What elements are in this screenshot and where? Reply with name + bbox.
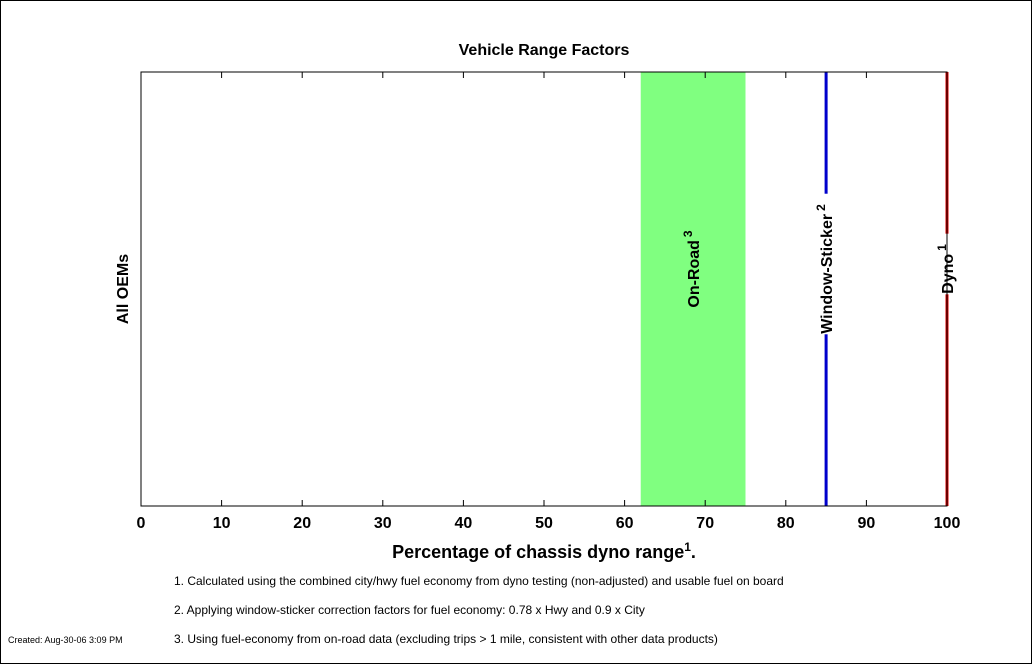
- x-tick-label: 90: [858, 515, 876, 532]
- x-axis-label: Percentage of chassis dyno range1.: [392, 540, 696, 562]
- window-sticker-label-text: Window-Sticker: [819, 214, 836, 334]
- on-road-band: [640, 72, 746, 506]
- x-tick-label: 20: [293, 515, 311, 532]
- x-tick-label: 40: [455, 515, 473, 532]
- y-axis-label: All OEMs: [115, 254, 132, 324]
- plot-area: [141, 72, 947, 506]
- footnote-3: 3. Using fuel-economy from on-road data …: [174, 632, 718, 646]
- footnote-1: 1. Calculated using the combined city/hw…: [174, 574, 784, 588]
- window-sticker-label: Window-Sticker 2: [814, 204, 836, 334]
- x-tick-label: 70: [696, 515, 714, 532]
- x-tick-label: 100: [934, 515, 961, 532]
- dyno-label-superscript: 1: [935, 244, 949, 251]
- x-tick-label: 30: [374, 515, 392, 532]
- footnote-2: 2. Applying window-sticker correction fa…: [174, 603, 645, 617]
- on-road-label: On-Road 3: [681, 230, 703, 308]
- x-axis-label-suffix: .: [691, 542, 696, 562]
- window-sticker-label-superscript: 2: [814, 204, 828, 211]
- x-tick-label: 60: [616, 515, 634, 532]
- created-timestamp: Created: Aug-30-06 3:09 PM: [8, 635, 123, 645]
- on-road-label-text: On-Road: [686, 240, 703, 308]
- dyno-label: Dyno 1: [935, 244, 957, 294]
- x-tick-label: 50: [535, 515, 553, 532]
- chart-title: Vehicle Range Factors: [459, 42, 630, 59]
- x-axis-label-superscript: 1: [684, 540, 691, 554]
- window-sticker-label-gap: [823, 193, 830, 335]
- on-road-label-superscript: 3: [681, 230, 695, 237]
- x-axis-label-text: Percentage of chassis dyno range: [392, 542, 684, 562]
- x-tick-label: 0: [137, 515, 146, 532]
- dyno-label-text: Dyno: [940, 254, 957, 294]
- x-tick-label: 10: [213, 515, 231, 532]
- x-tick-label: 80: [777, 515, 795, 532]
